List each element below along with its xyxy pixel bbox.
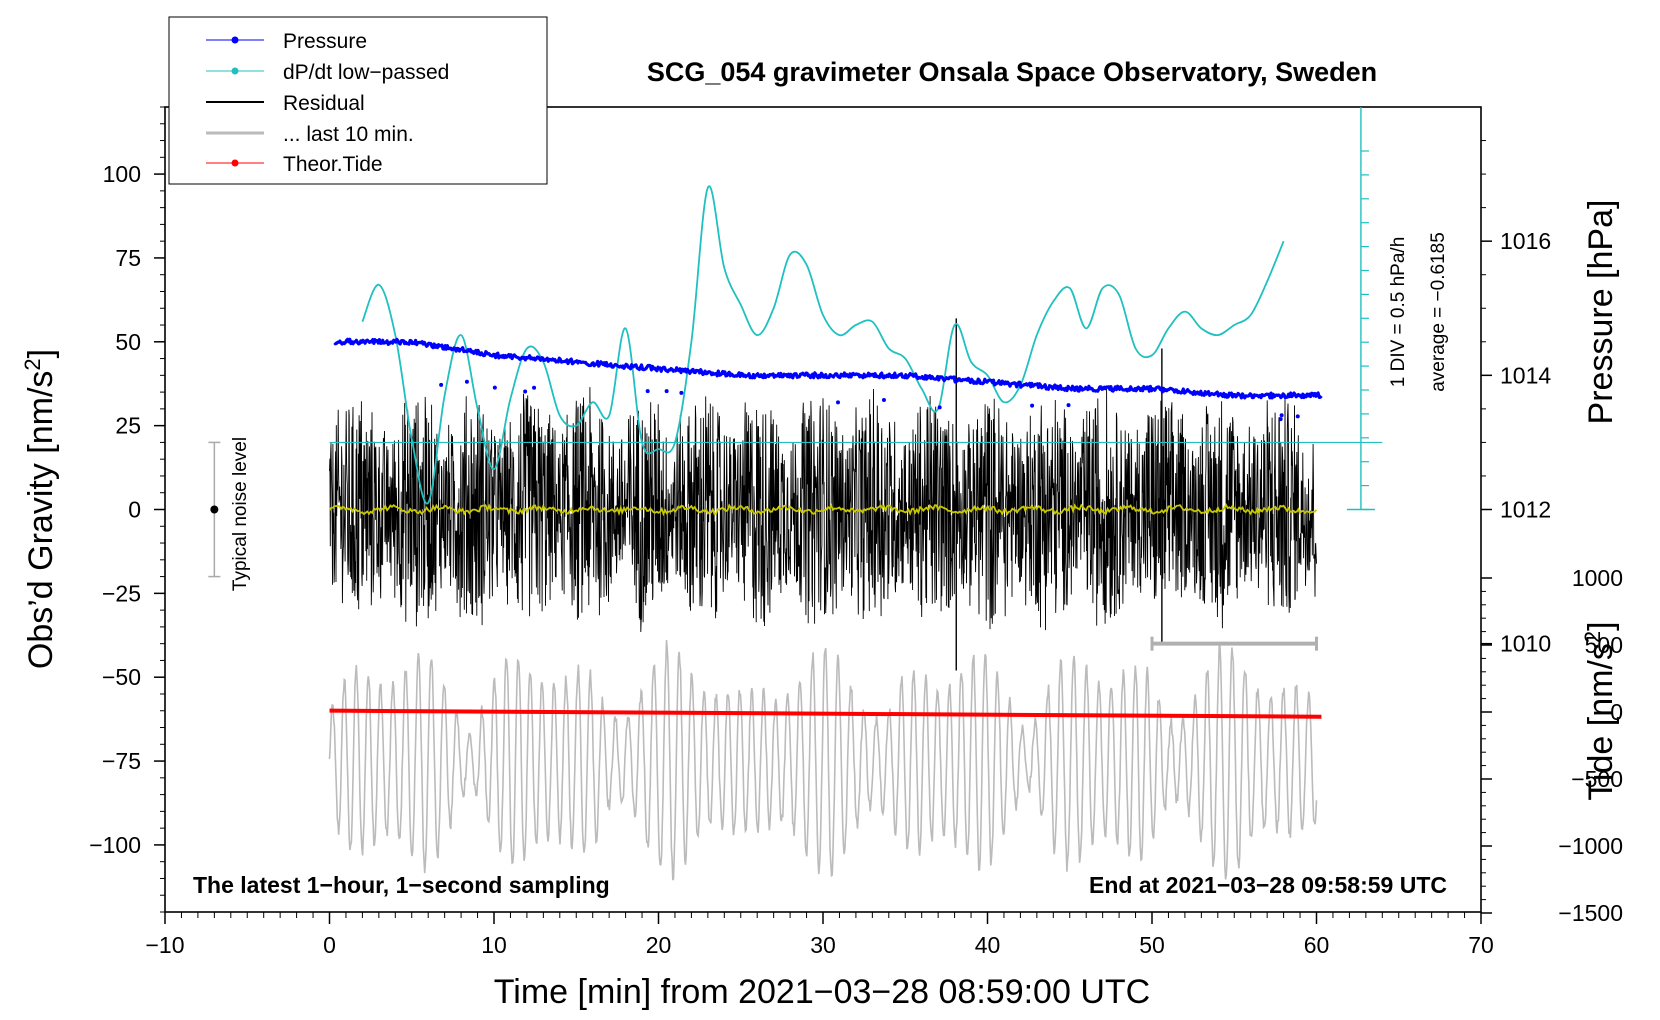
pressure-point-5: [523, 389, 528, 394]
pressure-tick-label-3: 1016: [1500, 228, 1551, 254]
pressure-point-12: [679, 390, 684, 395]
residual-series: [328, 318, 1318, 671]
overlay-annotations: [208, 441, 1318, 651]
pressure-point-13: [439, 382, 444, 387]
tide-tick-label-3: 0: [1610, 699, 1623, 725]
y-axis-title-sup: 2: [20, 358, 45, 370]
y-tick-label-8: 100: [103, 161, 141, 187]
pressure-point-6: [464, 379, 469, 384]
x-tick-label-7: 60: [1304, 932, 1330, 958]
legend-marker-dpdt: [231, 67, 239, 75]
y-tick-label-1: −75: [102, 748, 141, 774]
y-tick-label-5: 25: [115, 413, 141, 439]
theoretical-tide-series: [329, 708, 1322, 719]
x-tick-label-3: 20: [646, 932, 672, 958]
pressure-point-9: [645, 389, 650, 394]
legend-label-tide: Theor.Tide: [283, 153, 383, 176]
tide-tick-label-4: 500: [1585, 632, 1623, 658]
tide-axis-title-sup: 2: [1580, 631, 1605, 643]
tide-tick-label-1: −1000: [1558, 833, 1623, 859]
residual-smoothed-line: [328, 503, 1318, 517]
pressure-point-8: [492, 385, 497, 390]
legend-label-residual: Residual: [283, 92, 365, 115]
y-tick-label-7: 75: [115, 245, 141, 271]
tide-axis-title: Tide [nm/s2]: [1580, 621, 1621, 800]
annotation-bottom-right: End at 2021−03−28 09:58:59 UTC: [1089, 872, 1447, 898]
pressure-line: [333, 337, 1323, 400]
pressure-axis-title: Pressure [hPa]: [1582, 200, 1620, 425]
pressure-point-2: [1030, 403, 1035, 408]
y-tick-label-0: −100: [89, 832, 141, 858]
y-tick-label-4: 0: [128, 497, 141, 523]
pressure-tick-label-1: 1012: [1500, 497, 1551, 523]
x-tick-label-5: 40: [975, 932, 1001, 958]
noise-level-label: Typical noise level: [230, 437, 251, 591]
pressure-point-10: [1279, 413, 1284, 418]
pressure-point-1: [937, 405, 942, 410]
pressure-tick-label-2: 1014: [1500, 362, 1551, 388]
pressure-point-4: [664, 389, 669, 394]
pressure-point-14: [1278, 417, 1283, 422]
annotation-bottom-left: The latest 1−hour, 1−second sampling: [193, 872, 610, 898]
last-10-min-series: [328, 640, 1318, 881]
y-axis-title-end: ]: [22, 349, 60, 358]
x-tick-label-4: 30: [810, 932, 836, 958]
chart-title: SCG_054 gravimeter Onsala Space Observat…: [647, 57, 1377, 87]
tide-axis-title-end: ]: [1582, 621, 1620, 630]
tide-tick-label-5: 1000: [1572, 565, 1623, 591]
x-axis-title: Time [min] from 2021−03−28 08:59:00 UTC: [494, 973, 1150, 1011]
x-tick-label-2: 10: [481, 932, 507, 958]
last-10-min-line: [328, 640, 1318, 881]
pressure-point-0: [1295, 414, 1300, 419]
x-tick-label-8: 70: [1468, 932, 1494, 958]
legend-label-last10: ... last 10 min.: [283, 123, 414, 146]
y-tick-label-3: −25: [102, 580, 141, 606]
tide-tick-label-0: −1500: [1558, 900, 1623, 926]
pressure-point-11: [881, 398, 886, 403]
x-tick-label-1: 0: [323, 932, 336, 958]
pressure-point-3: [835, 400, 840, 405]
pressure-tick-label-0: 1010: [1500, 631, 1551, 657]
dpdt-line: [361, 185, 1285, 505]
y-tick-label-2: −50: [102, 664, 141, 690]
y-axis-title-main: Obs’d Gravity [nm/s: [22, 371, 60, 670]
pressure-point-15: [532, 385, 537, 390]
legend-label-pressure: Pressure: [283, 30, 367, 53]
noise-bar-center: [210, 505, 219, 514]
scale-bar-average: average = −0.6185: [1428, 232, 1449, 392]
tide-axis-title-main: Tide [nm/s: [1582, 643, 1620, 800]
pressure-point-7: [1066, 403, 1071, 408]
scale-bar-label: 1 DIV = 0.5 hPa/h: [1388, 237, 1409, 388]
tide-line: [329, 708, 1322, 719]
dpdt-series: [329, 107, 1383, 511]
legend-label-dpdt: dP/dt low−passed: [283, 61, 449, 84]
x-tick-label-6: 50: [1139, 932, 1165, 958]
legend-marker-tide: [231, 159, 239, 167]
x-tick-label-0: −10: [145, 932, 184, 958]
legend-marker-pressure: [231, 36, 239, 44]
pressure-series: [333, 337, 1323, 422]
y-tick-label-6: 50: [115, 329, 141, 355]
y-axis-title: Obs’d Gravity [nm/s2]: [20, 349, 61, 669]
legend: Pressure dP/dt low−passed Residual ... l…: [168, 16, 548, 185]
tide-tick-label-2: −500: [1571, 766, 1623, 792]
legend-box: [168, 16, 548, 185]
axes: −10 0 10 20 30 40 50 60 70−100−75−50−25025507510…: [89, 106, 1623, 958]
